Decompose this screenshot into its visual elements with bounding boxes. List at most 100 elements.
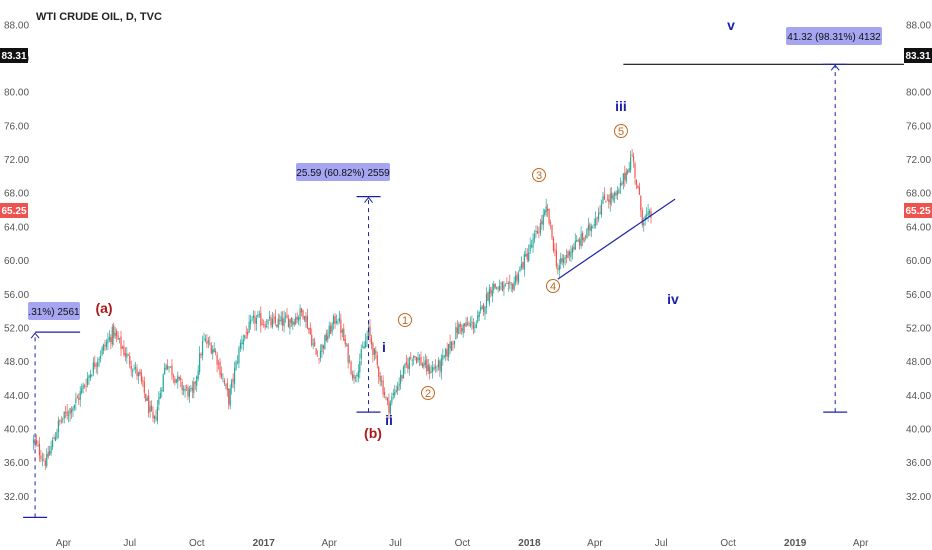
candle[interactable] xyxy=(343,323,345,341)
candle[interactable] xyxy=(84,383,86,389)
support-trendline[interactable] xyxy=(557,198,676,280)
candle[interactable] xyxy=(312,338,314,350)
candle[interactable] xyxy=(175,378,177,384)
candle[interactable] xyxy=(397,381,399,395)
candle[interactable] xyxy=(612,193,614,203)
wave-label-b[interactable]: (b) xyxy=(364,425,382,441)
candle[interactable] xyxy=(498,279,501,292)
candle[interactable] xyxy=(385,395,387,401)
candle[interactable] xyxy=(357,364,359,383)
candle[interactable] xyxy=(418,354,421,367)
candle[interactable] xyxy=(79,386,81,407)
candle[interactable] xyxy=(69,407,71,422)
candle[interactable] xyxy=(490,286,492,298)
candle[interactable] xyxy=(67,410,70,423)
candle[interactable] xyxy=(116,328,118,343)
candle[interactable] xyxy=(322,344,324,355)
candle[interactable] xyxy=(551,224,553,241)
candle[interactable] xyxy=(245,325,247,340)
candle[interactable] xyxy=(375,346,377,360)
candle[interactable] xyxy=(140,369,142,385)
candle[interactable] xyxy=(72,406,74,418)
candle[interactable] xyxy=(33,434,35,451)
candle[interactable] xyxy=(568,249,571,261)
candle[interactable] xyxy=(480,301,482,314)
candle[interactable] xyxy=(220,366,223,380)
candle[interactable] xyxy=(136,364,138,381)
candle[interactable] xyxy=(162,373,164,393)
candle[interactable] xyxy=(266,319,268,328)
wave-label-a[interactable]: (a) xyxy=(95,300,112,316)
candle[interactable] xyxy=(123,340,125,357)
candle[interactable] xyxy=(101,345,103,356)
candle[interactable] xyxy=(382,375,384,398)
candle[interactable] xyxy=(456,320,458,339)
wave-label-v[interactable]: v xyxy=(727,17,735,33)
candle[interactable] xyxy=(153,415,156,424)
candle[interactable] xyxy=(647,204,649,222)
candle[interactable] xyxy=(446,342,448,361)
candle[interactable] xyxy=(469,316,472,328)
candle[interactable] xyxy=(510,282,512,292)
candle[interactable] xyxy=(206,334,208,349)
candle[interactable] xyxy=(535,225,537,238)
candle[interactable] xyxy=(560,252,562,270)
candle[interactable] xyxy=(602,191,604,204)
candle[interactable] xyxy=(165,363,167,371)
candle[interactable] xyxy=(408,356,410,376)
candle[interactable] xyxy=(274,309,276,326)
candle[interactable] xyxy=(117,331,119,341)
candle[interactable] xyxy=(327,329,329,343)
candle[interactable] xyxy=(311,328,313,347)
candle[interactable] xyxy=(260,306,262,333)
wave-label-i[interactable]: i xyxy=(382,339,386,355)
candle[interactable] xyxy=(614,191,616,204)
candle[interactable] xyxy=(107,332,109,351)
candle[interactable] xyxy=(503,281,505,296)
candle[interactable] xyxy=(289,318,291,335)
candle[interactable] xyxy=(217,359,220,370)
candle[interactable] xyxy=(563,254,565,269)
candle[interactable] xyxy=(624,165,626,187)
candle[interactable] xyxy=(306,308,308,330)
candle[interactable] xyxy=(76,394,78,399)
candle[interactable] xyxy=(514,271,517,286)
candle[interactable] xyxy=(235,360,237,371)
candle[interactable] xyxy=(516,271,518,285)
candle[interactable] xyxy=(630,150,632,174)
candle[interactable] xyxy=(471,315,473,330)
candle[interactable] xyxy=(544,208,546,217)
candle[interactable] xyxy=(137,371,140,384)
candle[interactable] xyxy=(415,356,418,364)
candle[interactable] xyxy=(98,356,100,367)
candle[interactable] xyxy=(496,286,498,290)
candle[interactable] xyxy=(150,400,153,412)
candle[interactable] xyxy=(363,341,365,350)
candle[interactable] xyxy=(62,417,64,424)
candle[interactable] xyxy=(609,187,611,212)
candle[interactable] xyxy=(584,234,587,241)
candle[interactable] xyxy=(334,313,336,329)
candle[interactable] xyxy=(251,316,253,322)
candle[interactable] xyxy=(381,375,383,387)
candle[interactable] xyxy=(485,287,488,314)
candle[interactable] xyxy=(196,375,198,392)
candle[interactable] xyxy=(263,319,265,328)
candle[interactable] xyxy=(525,247,527,257)
candle[interactable] xyxy=(172,373,175,384)
candle[interactable] xyxy=(497,286,499,293)
candle[interactable] xyxy=(465,317,467,327)
candle[interactable] xyxy=(341,328,343,338)
candle[interactable] xyxy=(65,405,67,419)
candle[interactable] xyxy=(164,362,166,375)
candle[interactable] xyxy=(440,354,442,380)
wave-circle-1[interactable]: 1 xyxy=(398,313,412,328)
candle[interactable] xyxy=(158,391,160,411)
candle[interactable] xyxy=(129,352,131,369)
candle[interactable] xyxy=(493,280,495,294)
candle[interactable] xyxy=(548,208,550,226)
candle[interactable] xyxy=(73,404,76,411)
candle[interactable] xyxy=(587,217,590,237)
candle[interactable] xyxy=(308,327,310,334)
candle[interactable] xyxy=(232,373,234,389)
